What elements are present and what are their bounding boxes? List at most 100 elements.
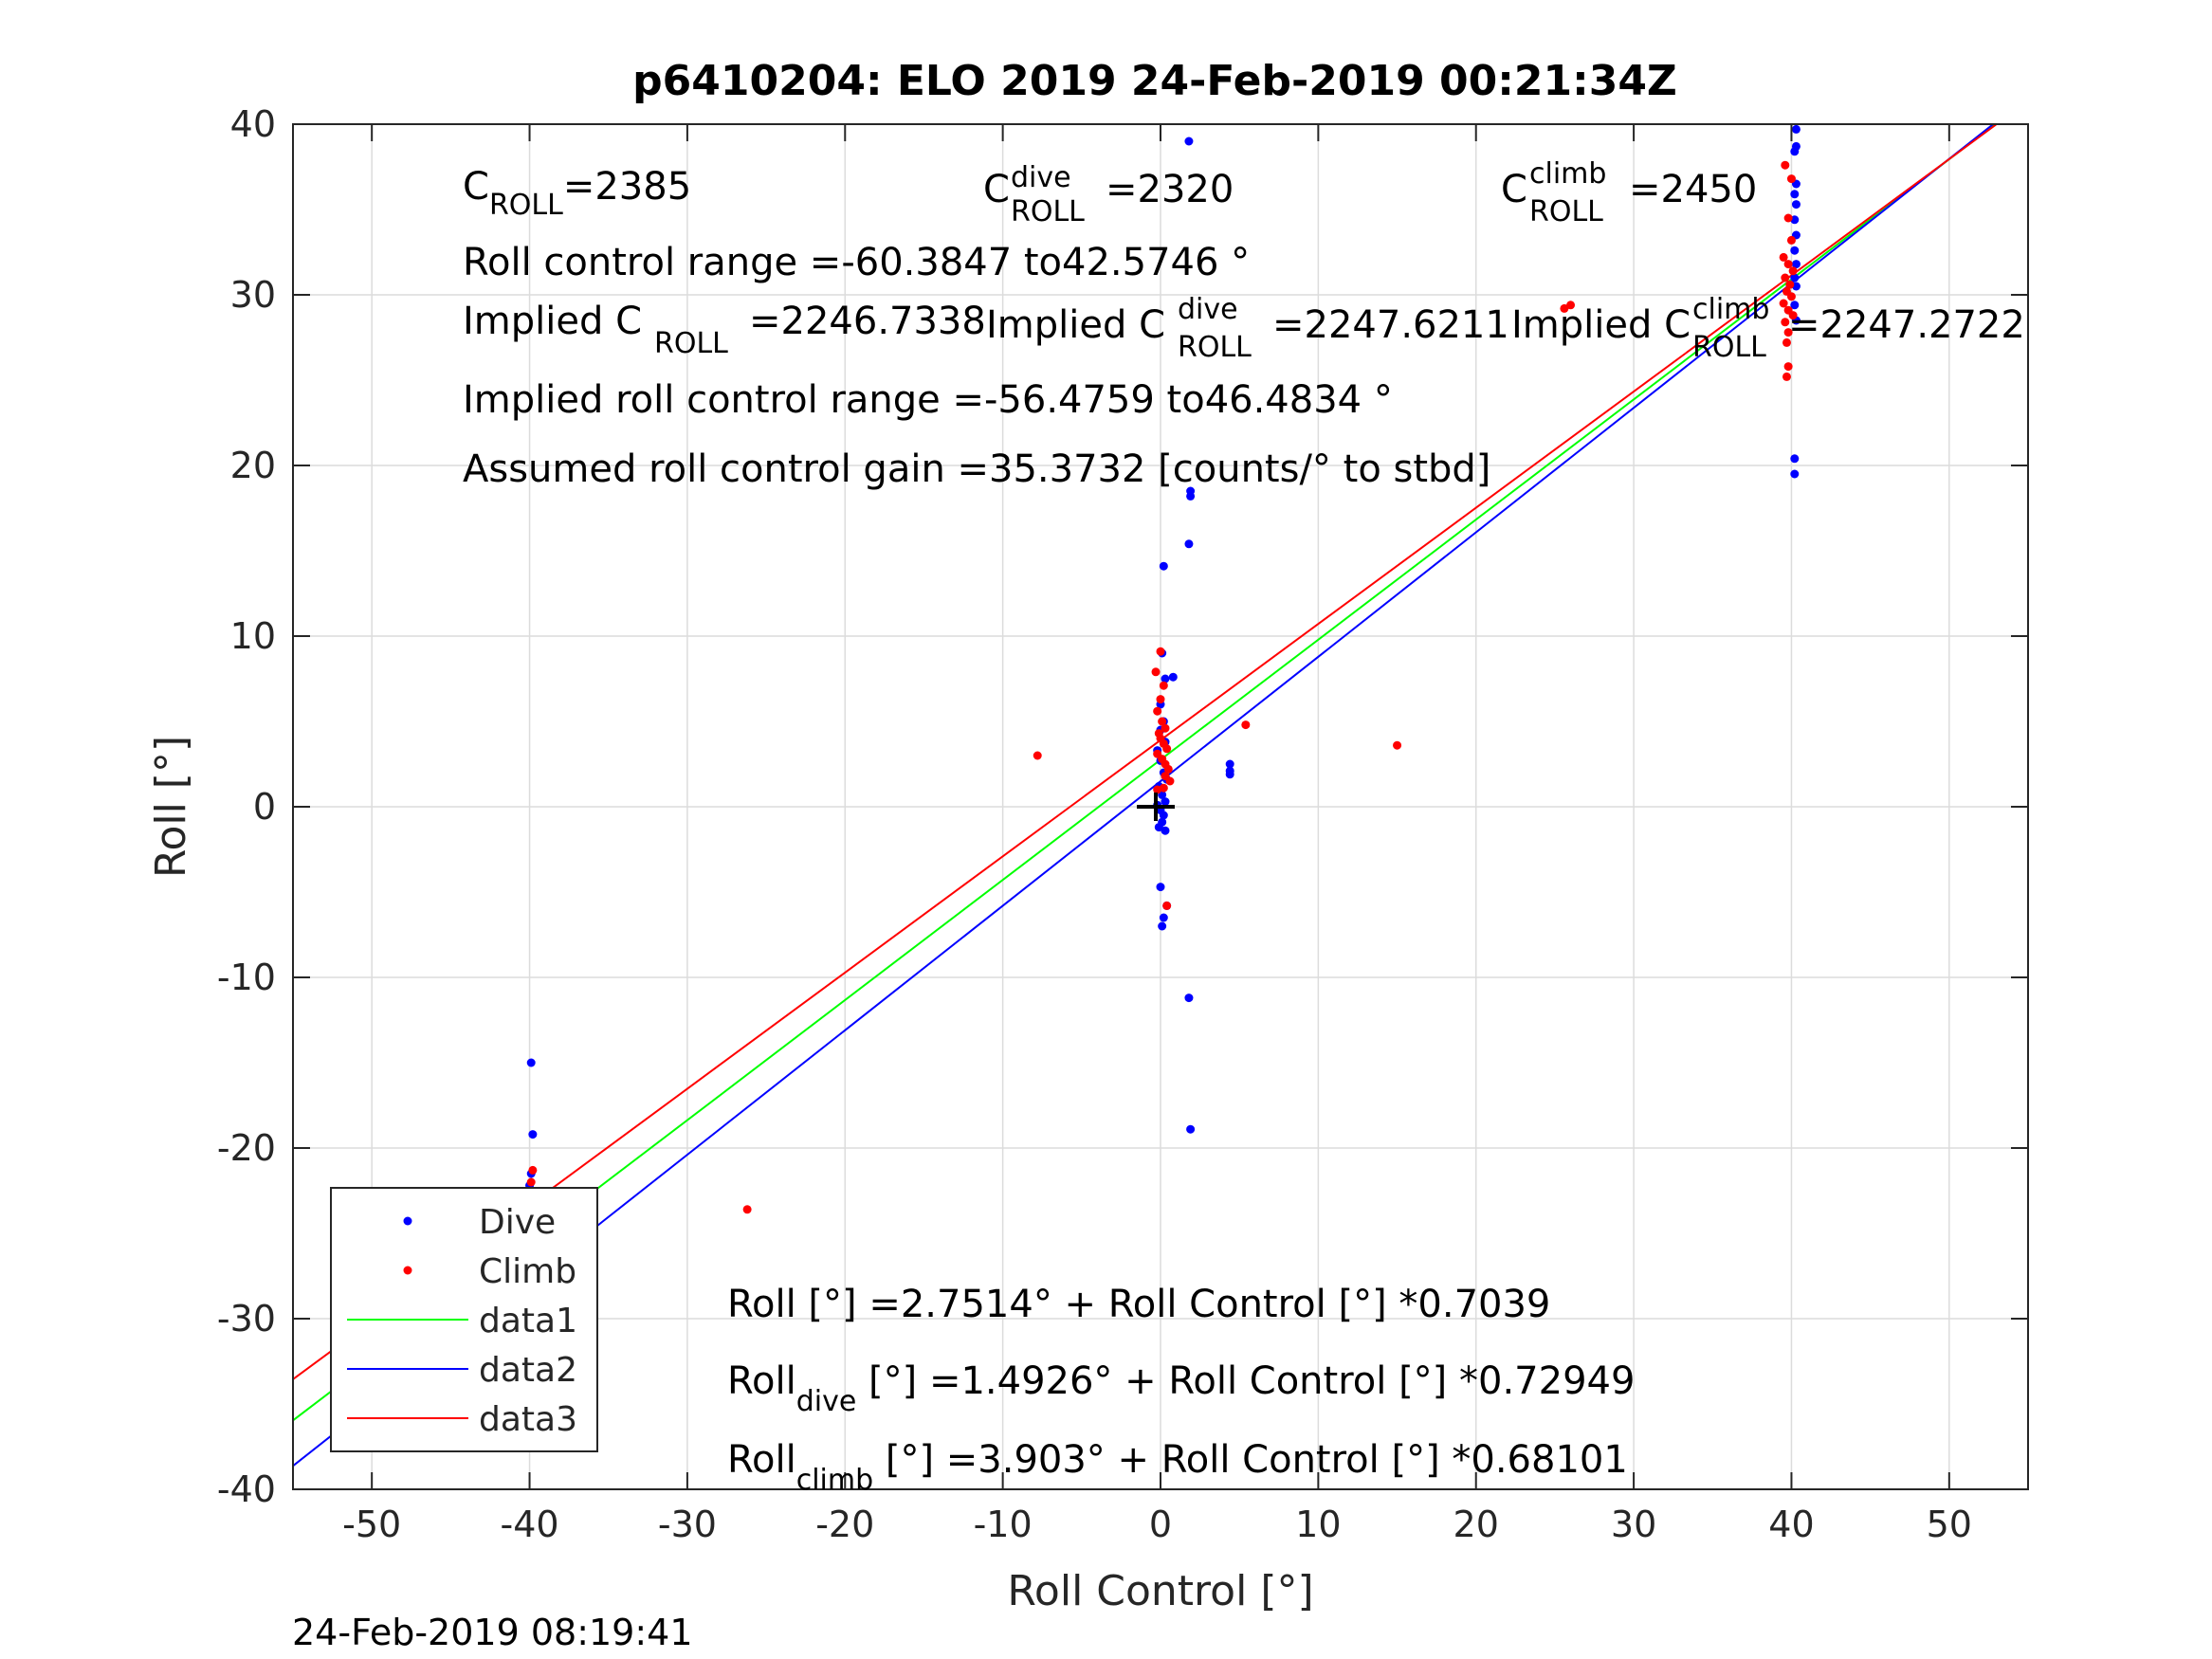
dive-point: [1225, 770, 1234, 779]
dive-point: [1168, 672, 1178, 682]
climb-point: [1786, 174, 1796, 184]
x-tick-label: -50: [342, 1504, 401, 1545]
fit-equation-all: Roll [°] =2.7514° + Roll Control [°] *0.…: [727, 1283, 1550, 1326]
climb-point: [1033, 751, 1042, 760]
climb-point: [1785, 280, 1795, 289]
climb-point: [1783, 260, 1793, 269]
x-tick-label: -40: [501, 1504, 559, 1545]
legend-marker-dive: [403, 1216, 412, 1226]
y-tick-label: 40: [230, 103, 276, 145]
dive-point: [1156, 883, 1165, 892]
x-tick-label: -30: [658, 1504, 717, 1545]
legend-marker-climb: [403, 1266, 412, 1275]
climb-point: [1779, 252, 1788, 262]
climb-point: [1560, 303, 1569, 313]
c-roll-climb-annotation: C climb ROLL =2450: [1501, 149, 1757, 230]
roll-control-range: Roll control range =-60.3847 to42.5746 °: [463, 241, 1250, 284]
x-tick-label: -20: [815, 1504, 874, 1545]
climb-point: [742, 1205, 752, 1214]
y-tick-label: -30: [217, 1298, 276, 1340]
legend: Dive Climb data1 data2 data3: [330, 1187, 598, 1452]
dive-point: [1159, 913, 1168, 922]
climb-point: [1786, 235, 1796, 245]
climb-point: [1241, 720, 1251, 730]
climb-point: [1162, 744, 1172, 754]
climb-point: [1781, 318, 1790, 327]
dive-point: [1158, 921, 1167, 931]
dive-point: [1161, 674, 1170, 684]
implied-c-roll: Implied C ROLL =2246.7338: [463, 300, 986, 362]
dive-point: [1790, 246, 1800, 255]
fit-equation-dive: Rolldive [°] =1.4926° + Roll Control [°]…: [727, 1359, 1635, 1418]
dive-point: [1790, 469, 1800, 479]
climb-point: [1156, 647, 1165, 656]
legend-label-data3: data3: [479, 1400, 577, 1439]
climb-point: [1781, 160, 1790, 170]
dive-point: [528, 1130, 538, 1139]
x-tick-label: 20: [1453, 1504, 1499, 1545]
dive-point: [1159, 811, 1168, 820]
y-tick-label: 0: [253, 786, 276, 828]
climb-point: [1163, 764, 1173, 774]
x-axis-label: Roll Control [°]: [1007, 1567, 1313, 1615]
legend-label-climb: Climb: [479, 1252, 576, 1291]
c-roll-dive-annotation: C dive ROLL =2320: [983, 153, 1234, 230]
climb-point: [1782, 372, 1791, 381]
dive-point: [1159, 561, 1168, 571]
legend-label-dive: Dive: [479, 1203, 556, 1242]
dive-point: [1184, 137, 1194, 146]
axes: -50 -40 -30 -20 -10 0 10 20 30 40 50 -40 -30 -20 -10 0 1…: [217, 103, 2029, 1545]
dive-point: [1161, 826, 1170, 835]
implied-roll-control-range: Implied roll control range =-56.4759 to4…: [463, 378, 1393, 422]
dive-point: [1790, 454, 1800, 464]
chart-title: p6410204: ELO 2019 24-Feb-2019 00:21:34Z: [632, 57, 1677, 105]
footer-timestamp: 24-Feb-2019 08:19:41: [292, 1612, 693, 1653]
dive-point: [1791, 200, 1801, 210]
annotations: CROLL=2385 C dive ROLL =2320 C climb ROL…: [463, 149, 2025, 1497]
c-roll-annotation: CROLL=2385: [463, 165, 691, 222]
climb-point: [1566, 301, 1576, 310]
dive-point: [1184, 994, 1194, 1003]
x-tick-label: 10: [1295, 1504, 1341, 1545]
x-tick-label: -10: [974, 1504, 1033, 1545]
climb-point: [1153, 785, 1162, 794]
climb-point: [1786, 292, 1796, 301]
climb-point: [1161, 723, 1170, 733]
y-tick-label: -10: [217, 957, 276, 998]
climb-point: [528, 1165, 538, 1175]
implied-c-roll-dive: Implied C dive ROLL =2247.6211: [986, 284, 1509, 366]
dive-point: [1186, 491, 1196, 501]
climb-point: [1159, 681, 1168, 690]
climb-point: [1782, 337, 1791, 347]
dive-point: [1790, 147, 1800, 156]
fit-equation-climb: Rollclimb [°] =3.903° + Roll Control [°]…: [727, 1438, 1628, 1497]
climb-point: [1788, 266, 1798, 276]
dive-point: [526, 1058, 536, 1067]
x-tick-label: 40: [1768, 1504, 1814, 1545]
climb-point: [526, 1177, 536, 1187]
y-tick-label: 10: [230, 615, 276, 657]
dive-point: [1790, 273, 1800, 283]
climb-point: [1151, 667, 1161, 677]
climb-point: [1393, 740, 1402, 750]
legend-label-data2: data2: [479, 1351, 577, 1390]
y-tick-label: -40: [217, 1468, 276, 1510]
climb-point: [1156, 695, 1165, 704]
climb-point: [1783, 362, 1793, 372]
y-tick-label: 20: [230, 445, 276, 486]
dive-point: [1225, 759, 1234, 769]
dive-point: [1791, 124, 1801, 134]
dive-point: [1791, 260, 1801, 269]
assumed-roll-control-gain: Assumed roll control gain =35.3732 [coun…: [463, 447, 1490, 491]
implied-c-roll-climb: Implied C climb ROLL =2247.2722: [1511, 284, 2025, 366]
y-axis-label: Roll [°]: [147, 736, 195, 878]
dive-point: [1790, 190, 1800, 199]
y-tick-label: 30: [230, 274, 276, 316]
dive-point: [1790, 301, 1800, 310]
y-tick-label: -20: [217, 1127, 276, 1169]
zero-crosshair: [1137, 793, 1175, 821]
climb-point: [1781, 273, 1790, 283]
climb-point: [1162, 901, 1172, 910]
x-tick-label: 50: [1927, 1504, 1972, 1545]
